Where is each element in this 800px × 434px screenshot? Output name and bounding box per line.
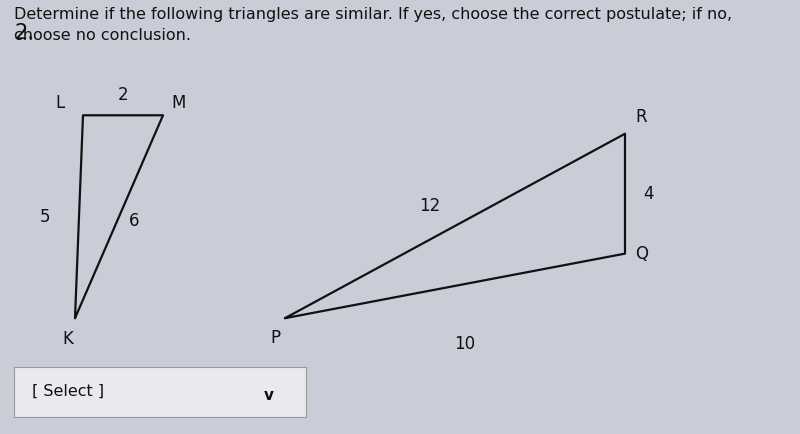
Text: 2: 2 — [118, 86, 128, 104]
Text: 6: 6 — [129, 212, 139, 230]
Text: M: M — [171, 94, 186, 112]
Text: 4: 4 — [643, 185, 654, 203]
Text: R: R — [635, 108, 646, 126]
Text: P: P — [270, 329, 280, 347]
Text: K: K — [62, 330, 73, 348]
Text: Q: Q — [635, 245, 648, 263]
Text: L: L — [56, 94, 65, 112]
Text: choose no conclusion.: choose no conclusion. — [14, 28, 191, 43]
Text: 2.: 2. — [15, 23, 35, 43]
Text: 5: 5 — [39, 208, 50, 226]
Text: 10: 10 — [454, 335, 475, 353]
Text: 12: 12 — [419, 197, 441, 215]
Text: Determine if the following triangles are similar. If yes, choose the correct pos: Determine if the following triangles are… — [14, 7, 733, 22]
Text: [ Select ]: [ Select ] — [32, 384, 104, 399]
Text: v: v — [263, 388, 274, 403]
